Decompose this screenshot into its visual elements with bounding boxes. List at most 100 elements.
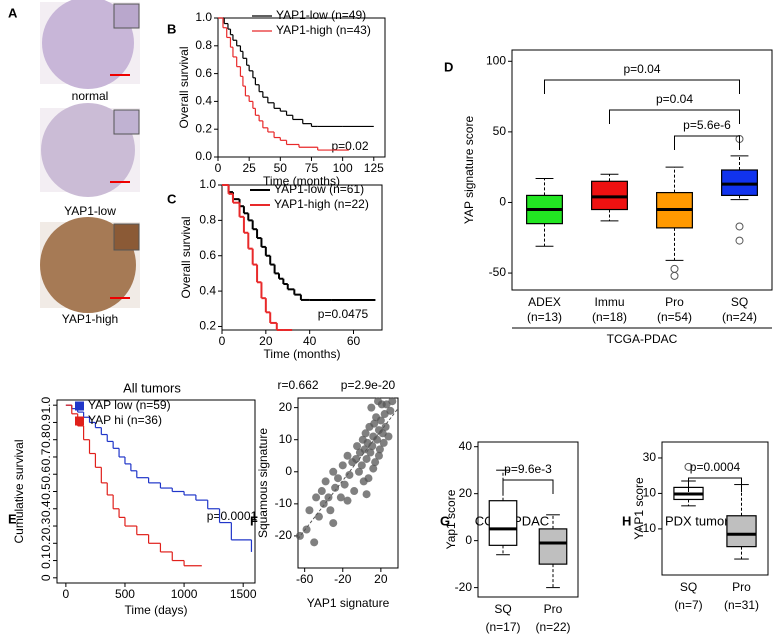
annotation: p=0.0475 [318, 307, 369, 321]
y-axis-label: Yap1 score [444, 489, 458, 549]
y-tick-label: -10 [639, 521, 657, 535]
point [368, 442, 377, 451]
p-value: p=5.6e-6 [683, 118, 731, 132]
group-size: (n=13) [527, 310, 562, 324]
y-tick-label: 40 [459, 439, 473, 453]
plot-frame [661, 441, 769, 576]
annotation: r=0.662 [277, 378, 318, 392]
x-tick-label: ADEX [528, 295, 561, 309]
point [384, 432, 393, 441]
y-tick-label: 1.0 [199, 177, 216, 191]
y-axis-label: Overall survival [177, 46, 191, 128]
inset [113, 223, 140, 251]
tissue-core [42, 0, 134, 89]
group-size: (n=54) [657, 310, 692, 324]
point [336, 493, 345, 502]
y-tick-label: 0.6 [195, 66, 212, 80]
point [362, 454, 371, 463]
point [334, 474, 342, 483]
point [343, 496, 352, 505]
annotation: p=0.02 [331, 139, 368, 153]
point [386, 406, 395, 415]
y-tick-label: 0 [285, 464, 292, 478]
box [488, 500, 518, 546]
legend-swatch [75, 401, 84, 411]
significance-bracket [609, 109, 740, 124]
legend-swatch [75, 416, 84, 426]
outlier [684, 462, 693, 471]
y-axis-label: Squamous signature [256, 428, 270, 538]
point [379, 438, 388, 447]
x-tick-label: 50 [274, 161, 288, 175]
panel-letter: E [8, 511, 17, 526]
y-tick-label: 20 [279, 400, 293, 414]
point [331, 483, 340, 492]
y-tick-label: 1.0 [195, 10, 212, 24]
chart-title: All tumors [123, 380, 181, 395]
group-size: (n=17) [485, 620, 520, 634]
legend-label: YAP1-high (n=22) [274, 197, 369, 211]
y-tick-label: 0 [499, 195, 506, 209]
point [312, 493, 321, 502]
point [357, 461, 366, 470]
outlier [735, 222, 744, 231]
y-axis-label: YAP signature score [462, 116, 476, 225]
legend-label: YAP1-low (n=61) [274, 182, 364, 196]
x-axis-label: Time (months) [264, 347, 341, 361]
x-tick-label: 20 [259, 334, 273, 348]
point [295, 531, 304, 540]
y-tick-label: 0.3 [39, 517, 53, 534]
point [338, 461, 347, 470]
outlier [670, 271, 679, 280]
x-tick-label: Pro [665, 295, 684, 309]
image-label: YAP1-high [62, 312, 118, 326]
significance-bracket [688, 477, 742, 492]
x-tick-label: 100 [333, 161, 353, 175]
chart-title: PDX tumors [665, 513, 736, 528]
plot-frame [477, 441, 579, 598]
point [364, 474, 373, 483]
point [340, 480, 349, 489]
plot-frame [511, 49, 773, 291]
x-axis-label: YAP1 signature [307, 596, 390, 610]
y-tick-label: 0.8 [199, 213, 216, 227]
y-tick-label: 0.9 [39, 414, 53, 431]
panel-letter: B [167, 21, 176, 36]
x-tick-label: Immu [595, 295, 625, 309]
p-value: p=9.6e-3 [504, 462, 552, 476]
y-tick-label: 30 [643, 450, 657, 464]
x-tick-label: 0 [219, 334, 226, 348]
legend-label: YAP hi (n=36) [88, 413, 162, 427]
point [343, 451, 352, 460]
significance-bracket [502, 479, 554, 494]
point [329, 519, 338, 528]
point [319, 499, 328, 508]
x-tick-label: SQ [494, 602, 511, 616]
x-tick-label: Pro [544, 602, 563, 616]
point [345, 470, 354, 479]
x-axis-label: Time (days) [125, 603, 188, 617]
x-tick-label: SQ [731, 295, 748, 309]
panel-letter: H [622, 513, 631, 528]
plot-frame [56, 399, 256, 584]
point [367, 403, 376, 412]
y-axis-label: YAP1 score [632, 477, 646, 540]
point [326, 506, 335, 515]
legend-label: YAP1-high (n=43) [276, 23, 371, 37]
tissue-core [40, 217, 136, 313]
image-label: normal [72, 89, 109, 103]
annotation: p=2.9e-20 [341, 378, 396, 392]
y-tick-label: 0.8 [195, 38, 212, 52]
x-tick-label: 1500 [230, 587, 257, 601]
y-tick-label: -50 [489, 265, 507, 279]
y-tick-label: 0 [465, 533, 472, 547]
x-tick-label: 60 [347, 334, 361, 348]
x-tick-label: 75 [305, 161, 319, 175]
x-tick-label: 0 [63, 587, 70, 601]
legend-label: YAP1-low (n=49) [276, 8, 366, 22]
p-value: p=0.04 [656, 92, 693, 106]
point [354, 467, 363, 476]
x-axis-label: TCGA-PDAC [607, 332, 678, 346]
group-size: (n=22) [535, 620, 570, 634]
